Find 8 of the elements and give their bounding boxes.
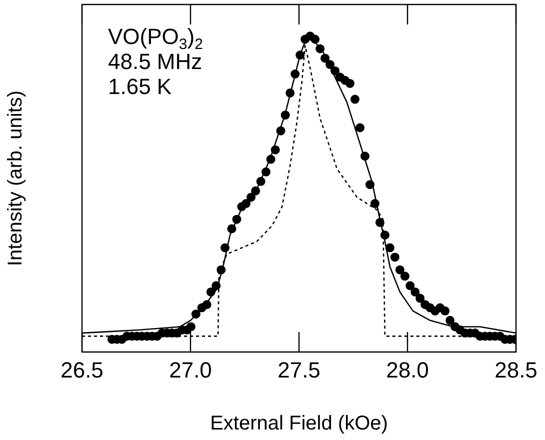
- x-tick-label: 28.5: [494, 357, 538, 382]
- x-tick-label: 27.5: [278, 357, 320, 382]
- x-axis-title: External Field (kOe): [210, 412, 388, 435]
- x-tick-label: 26.5: [60, 357, 104, 382]
- x-tick-label: 27.0: [169, 357, 212, 382]
- y-axis-title: Intensity (arb. units): [4, 90, 27, 266]
- x-tick-label: 28.0: [386, 357, 429, 382]
- annotation: 1.65 K: [108, 74, 173, 99]
